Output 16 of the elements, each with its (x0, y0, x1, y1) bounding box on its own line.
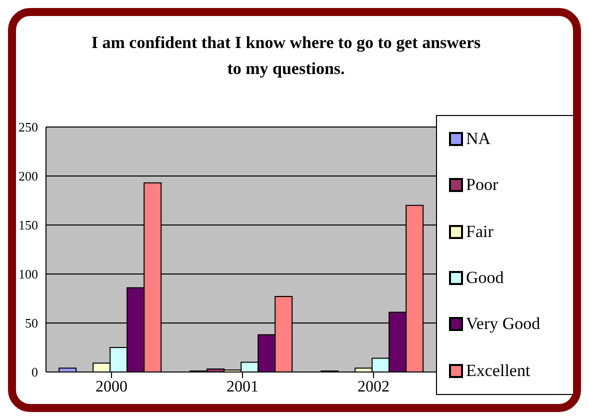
y-tick-label: 100 (18, 266, 38, 282)
y-tick-label: 150 (18, 218, 38, 233)
x-tick-label: 2000 (96, 378, 128, 396)
x-tick-label: 2001 (226, 378, 258, 396)
legend-label: Very Good (466, 314, 540, 334)
y-tick-label: 250 (18, 120, 38, 135)
legend-label: Fair (466, 222, 494, 242)
x-tick-label: 2002 (358, 378, 390, 396)
legend-label: Good (466, 268, 504, 288)
chart-title: I am confident that I know where to go to get answers to my questions. (90, 32, 482, 80)
y-tick-label: 50 (25, 316, 38, 331)
y-tick-label: 0 (32, 364, 38, 380)
y-tick-label: 200 (18, 168, 38, 184)
legend-label: NA (466, 129, 491, 150)
legend-label: Excellent (466, 360, 530, 381)
legend-label: Poor (466, 175, 498, 196)
